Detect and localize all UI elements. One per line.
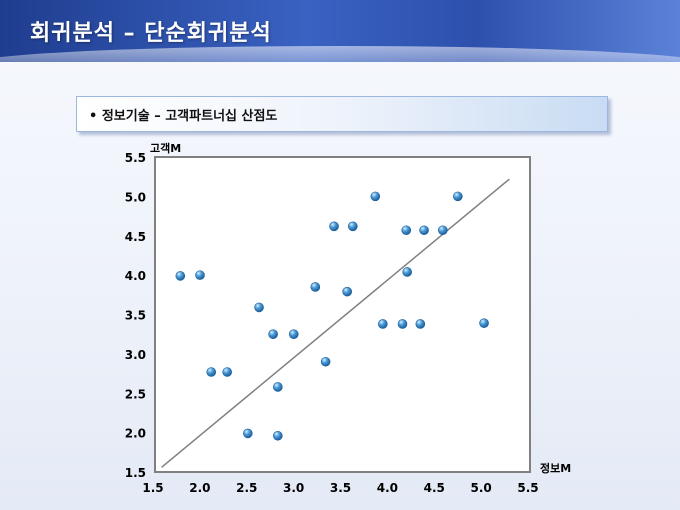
x-tick-label: 3.0	[283, 481, 304, 495]
data-point	[401, 225, 412, 236]
data-point	[273, 430, 283, 441]
x-axis-label: 정보M	[540, 461, 571, 475]
x-tick-label: 4.5	[424, 481, 445, 495]
subtitle-box: • 정보기술 – 고객파트너십 산점도	[76, 96, 608, 132]
data-point	[320, 356, 331, 367]
plot-frame	[154, 156, 531, 473]
data-point	[378, 319, 388, 329]
page-title: 회귀분석 – 단순회귀분석	[30, 21, 272, 46]
data-point	[402, 267, 412, 277]
data-point	[175, 271, 186, 281]
header-bar: 회귀분석 – 단순회귀분석	[0, 0, 680, 62]
x-tick-label: 3.5	[330, 481, 351, 495]
data-point	[438, 225, 448, 236]
data-point	[348, 221, 358, 232]
y-tick-label: 5.0	[125, 190, 146, 204]
data-point	[254, 302, 264, 313]
data-point	[288, 329, 299, 339]
x-tick-label: 5.5	[517, 481, 538, 495]
y-tick-label: 3.5	[125, 309, 146, 323]
data-point	[206, 367, 217, 377]
data-point	[415, 319, 426, 329]
y-tick-label: 2.5	[125, 387, 146, 401]
y-tick-label: 2.0	[125, 427, 146, 441]
y-tick-label: 4.0	[125, 269, 146, 283]
x-tick-label: 1.5	[142, 481, 163, 495]
x-tick-label: 2.5	[236, 481, 257, 495]
y-tick-label: 5.5	[125, 151, 146, 165]
data-point	[243, 428, 253, 439]
data-point	[195, 270, 205, 280]
data-point	[453, 191, 463, 202]
data-point	[370, 191, 381, 202]
data-point	[310, 282, 321, 292]
data-point	[329, 221, 339, 232]
data-point	[273, 382, 283, 392]
data-point	[222, 367, 232, 377]
data-point	[479, 318, 489, 328]
y-axis-label: 고객M	[150, 141, 181, 155]
data-point	[397, 319, 408, 329]
x-tick-label: 5.0	[470, 481, 491, 495]
x-tick-label: 4.0	[377, 481, 398, 495]
data-point	[268, 329, 278, 339]
y-tick-label: 4.5	[125, 230, 146, 244]
data-point	[342, 286, 352, 297]
data-point	[419, 225, 429, 236]
y-tick-label: 1.5	[125, 466, 146, 480]
x-tick-label: 2.0	[189, 481, 210, 495]
y-tick-label: 3.0	[125, 348, 146, 362]
regression-line	[161, 178, 510, 468]
chart-subtitle: • 정보기술 – 고객파트너십 산점도	[89, 109, 278, 124]
